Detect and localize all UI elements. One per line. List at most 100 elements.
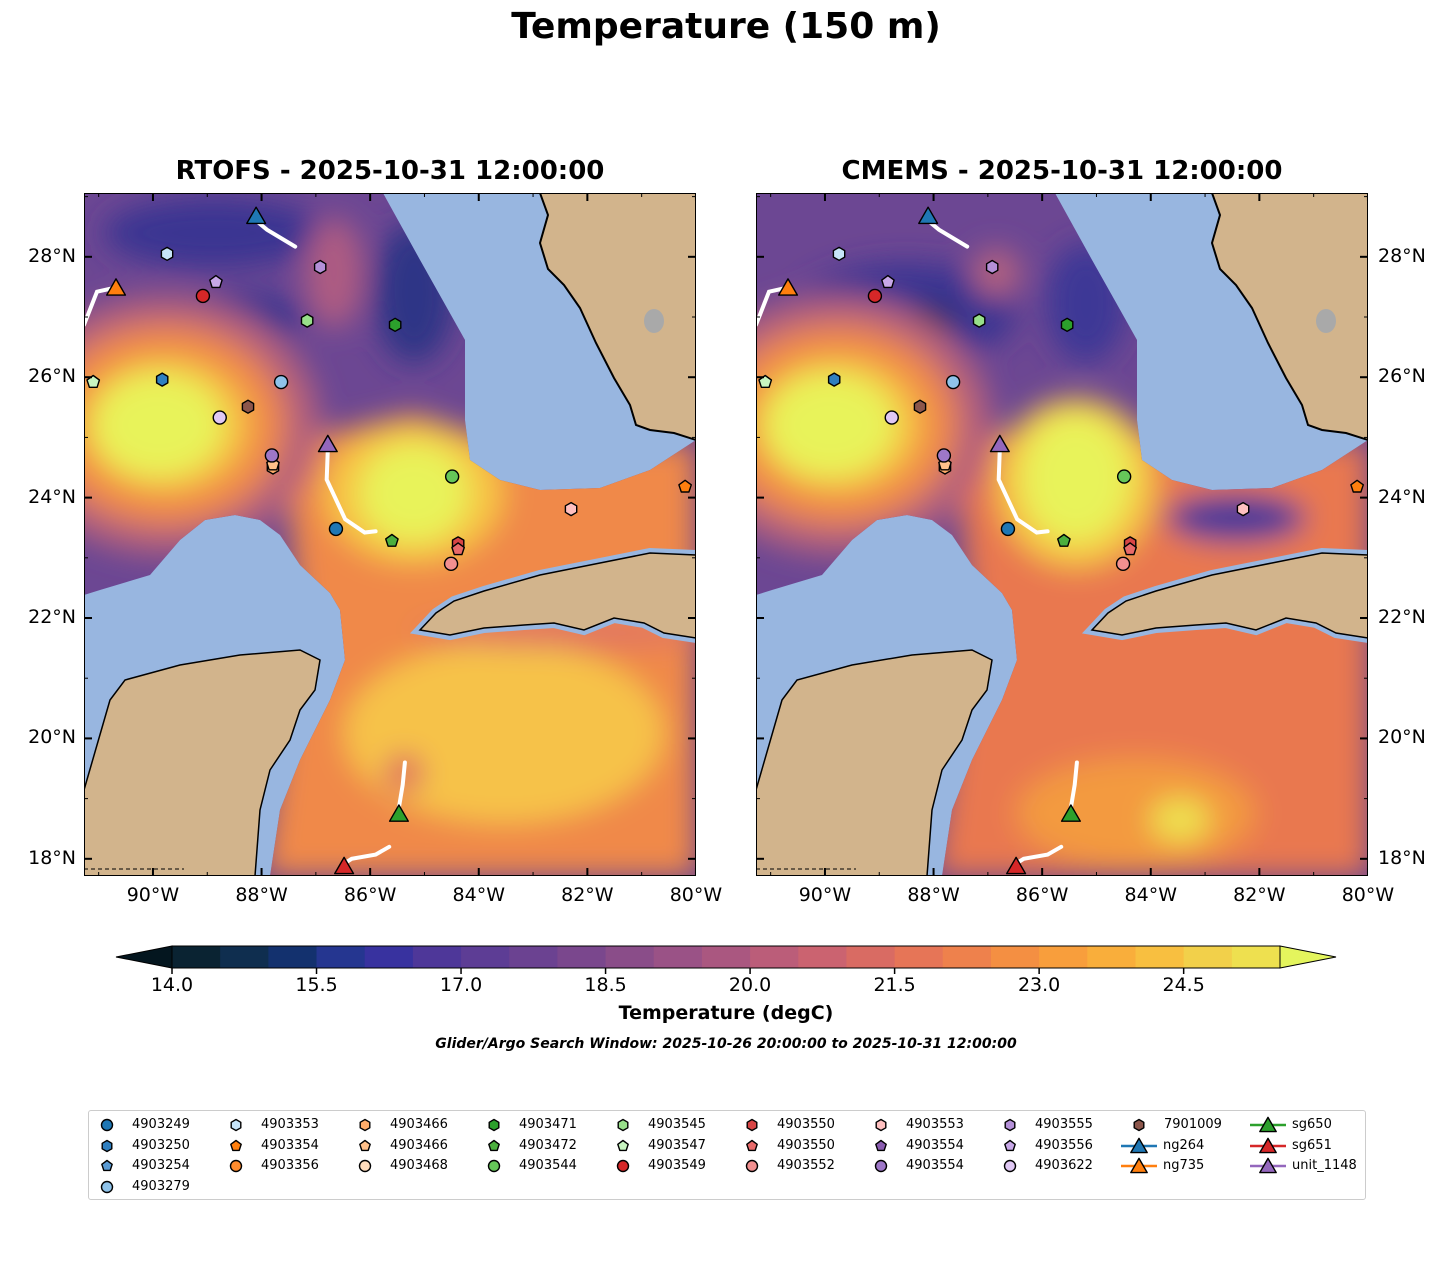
lat-tick-label: 22°N xyxy=(1378,606,1426,628)
argo-float-4903471 xyxy=(1060,317,1074,332)
lon-tick-label: 90°W xyxy=(798,884,852,906)
argo-float-4903545 xyxy=(300,313,314,328)
argo-float-4903556 xyxy=(209,274,223,289)
legend-marker-triangle-icon xyxy=(1121,1137,1157,1153)
legend-label: 4903554 xyxy=(906,1137,964,1153)
colorbar-bin xyxy=(653,946,703,968)
argo-float-4903471 xyxy=(388,317,402,332)
legend-symbol xyxy=(746,1139,758,1151)
legend-marker-circle-icon xyxy=(1003,1160,1017,1173)
colorbar-tick-label: 17.0 xyxy=(439,974,483,996)
argo-float-4903472 xyxy=(385,533,399,547)
search-window-text: Glider/Argo Search Window: 2025-10-26 20… xyxy=(435,1036,1017,1052)
legend-marker-circle-icon xyxy=(874,1160,888,1173)
legend-label: 4903466 xyxy=(390,1137,448,1153)
glider-ng264 xyxy=(918,206,939,225)
argo-float-4903279 xyxy=(273,374,289,390)
glider-track-sg650 xyxy=(1068,760,1079,810)
legend-label: 4903544 xyxy=(519,1158,577,1174)
argo-float-4903554 xyxy=(264,448,280,463)
colorbar-bin xyxy=(557,946,607,968)
lat-tick-label: 22°N xyxy=(28,606,76,628)
legend-symbol xyxy=(1133,1118,1145,1132)
cuba-land xyxy=(418,552,696,639)
lat-tick-label: 20°N xyxy=(1378,726,1426,749)
legend-symbol xyxy=(1259,1116,1277,1133)
legend-marker-pentagon-icon xyxy=(359,1139,371,1151)
legend-symbol xyxy=(1004,1118,1016,1132)
legend-marker-hexagon-icon xyxy=(488,1118,500,1132)
legend-marker-pentagon-icon xyxy=(1004,1139,1016,1151)
lat-tick-label: 28°N xyxy=(28,244,76,267)
glider-track-unit_1148 xyxy=(324,447,378,535)
lon-tick-label: 86°W xyxy=(1015,884,1069,906)
legend-symbol xyxy=(616,1160,630,1173)
legend-label: 4903622 xyxy=(1035,1158,1093,1174)
legend-label: ng264 xyxy=(1163,1137,1205,1153)
colorbar-tick-label: 18.5 xyxy=(584,974,627,996)
argo-float-4903249 xyxy=(328,521,344,537)
lat-tick-label: 24°N xyxy=(28,485,76,508)
legend-marker-hexagon-icon xyxy=(1004,1118,1016,1132)
legend-symbol xyxy=(101,1139,113,1152)
argo-float-4903555 xyxy=(985,259,999,275)
glider-unit_1148 xyxy=(989,434,1010,453)
legend-label: 4903254 xyxy=(132,1158,190,1174)
glider-unit_1148 xyxy=(317,434,338,453)
argo-float-4903549 xyxy=(867,288,883,304)
argo-float-4903279 xyxy=(945,374,961,390)
legend-label: 4903552 xyxy=(777,1158,835,1174)
legend-label: 4903553 xyxy=(906,1117,964,1132)
legend-marker-circle-icon xyxy=(616,1160,630,1173)
legend-marker-pentagon-icon xyxy=(230,1139,242,1151)
legend-marker-triangle-icon xyxy=(1250,1158,1286,1174)
cmems-map-title: CMEMS - 2025-10-31 12:00:00 xyxy=(841,156,1283,186)
legend-label: 4903471 xyxy=(519,1117,577,1132)
argo-float-4903553 xyxy=(1236,501,1250,517)
colorbar-bin xyxy=(798,946,847,968)
colorbar-tick-label: 24.5 xyxy=(1162,974,1205,996)
argo-float-4903555 xyxy=(313,259,327,275)
legend-label: sg651 xyxy=(1292,1137,1332,1153)
colorbar-bin xyxy=(1039,946,1088,968)
legend-marker-circle-icon xyxy=(487,1160,501,1173)
legend-marker-hexagon-icon xyxy=(359,1118,371,1132)
legend-label: unit_1148 xyxy=(1292,1158,1357,1174)
legend-symbol xyxy=(100,1118,114,1132)
glider-sg651 xyxy=(1006,856,1027,875)
argo-float-4903544 xyxy=(1116,469,1132,484)
legend-label: 4903249 xyxy=(132,1117,190,1132)
legend-label: 4903550 xyxy=(777,1117,835,1132)
legend-symbol xyxy=(488,1118,500,1132)
glider-ng735 xyxy=(106,278,127,296)
legend-symbol xyxy=(617,1139,629,1151)
glider-ng264 xyxy=(246,206,267,225)
legend-symbol xyxy=(230,1118,242,1132)
colorbar-tick-label: 15.5 xyxy=(295,974,338,996)
legend-label: 4903472 xyxy=(519,1137,577,1153)
argo-float-4903354 xyxy=(1350,479,1364,493)
glider-sg650 xyxy=(388,804,409,822)
colorbar-tick-label: 21.5 xyxy=(873,974,916,996)
legend-label: 4903468 xyxy=(390,1158,448,1174)
argo-float-4903552 xyxy=(443,556,459,572)
argo-float-4903354 xyxy=(678,479,692,493)
legend-marker-pentagon-icon xyxy=(101,1160,113,1172)
yucatan-land xyxy=(756,649,993,876)
colorbar-tick-label: 20.0 xyxy=(728,974,772,996)
colorbar xyxy=(115,945,1337,974)
legend-marker-triangle-icon xyxy=(1250,1116,1286,1133)
legend-marker-triangle-icon xyxy=(1250,1137,1286,1153)
colorbar-bin xyxy=(990,946,1040,968)
argo-float-4903547 xyxy=(758,374,773,388)
legend-symbol xyxy=(229,1160,243,1173)
lake-okeechobee xyxy=(644,309,664,333)
argo-float-4903550 xyxy=(451,542,465,556)
legend-marker-hexagon-icon xyxy=(875,1118,887,1132)
legend-symbol xyxy=(1259,1158,1277,1174)
argo-float-4903556 xyxy=(881,274,895,289)
lon-tick-label: 88°W xyxy=(907,884,960,906)
legend-symbol xyxy=(230,1139,242,1151)
legend-symbol xyxy=(1004,1139,1016,1151)
lon-tick-label: 90°W xyxy=(126,884,180,906)
